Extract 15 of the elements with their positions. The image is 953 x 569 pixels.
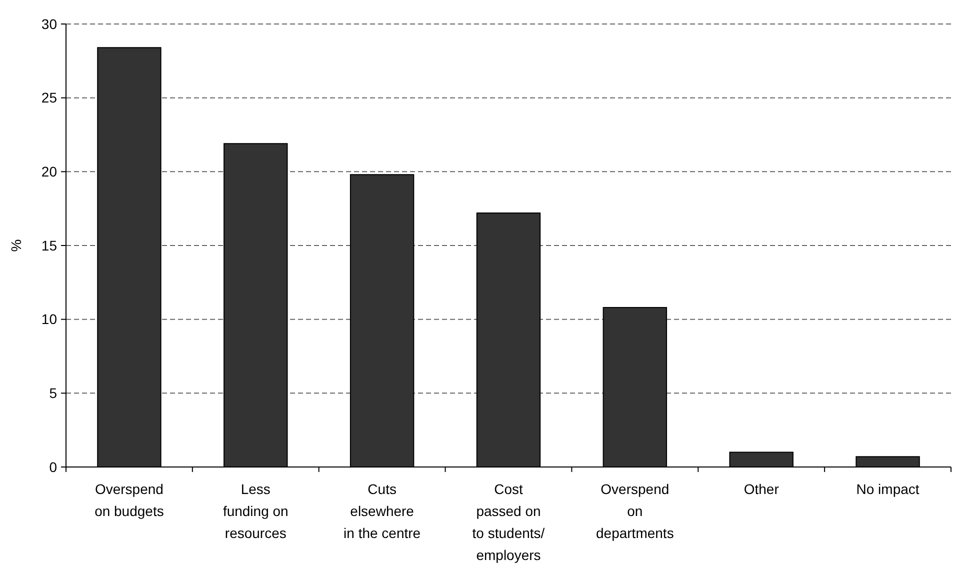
x-tick-label: No impact [856, 481, 920, 497]
x-tick-label: Less funding on resources [222, 481, 288, 541]
x-tick-label: Other [744, 481, 780, 497]
x-tick-label: Cost passed on to students/ employers [472, 481, 545, 563]
y-tick-label: 25 [41, 90, 58, 106]
x-tick-label: Overspend on departments [596, 481, 674, 541]
y-tick-label: 30 [41, 16, 58, 32]
y-tick-label: 5 [49, 385, 58, 402]
y-tick-label: 20 [41, 164, 58, 180]
x-tick-label: Cuts elsewhere in the centre [344, 481, 421, 541]
y-tick-label: 15 [41, 237, 58, 254]
y-tick-label: 0 [49, 458, 58, 475]
y-axis-title: % [8, 239, 24, 252]
x-tick-label: Overspend on budgets [94, 481, 164, 519]
y-tick-label: 10 [41, 311, 58, 328]
